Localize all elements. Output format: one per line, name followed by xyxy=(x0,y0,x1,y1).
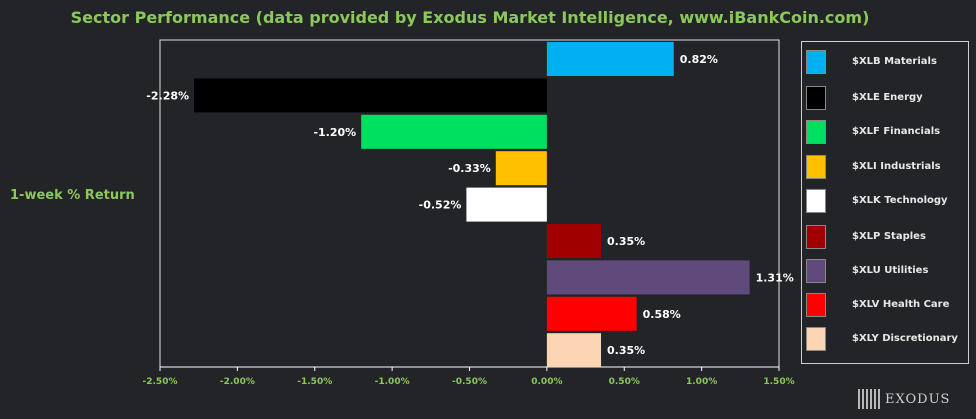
x-tick-label: -1.00% xyxy=(375,377,410,387)
legend-label: $XLY Discretionary xyxy=(852,333,958,344)
data-label: 0.35% xyxy=(607,344,645,357)
legend-label: $XLU Utilities xyxy=(852,265,929,276)
x-tick-label: -2.50% xyxy=(143,377,178,387)
x-tick-label: 1.50% xyxy=(763,377,794,387)
bar-chart: 0.82% -2.28% -1.20% -0.33% -0.52% 0.35% 1.31% 0… xyxy=(143,39,795,387)
logo-text: EXODUS xyxy=(885,391,951,407)
legend-label: $XLV Health Care xyxy=(852,299,950,310)
exodus-logo: EXODUS xyxy=(858,388,950,410)
legend-swatch xyxy=(806,259,826,283)
x-tick-label: 0.50% xyxy=(609,377,640,387)
y-axis-label: 1-week % Return xyxy=(10,188,135,203)
legend-label: $XLB Materials xyxy=(852,56,937,67)
legend-label: $XLE Energy xyxy=(852,92,923,103)
legend-swatch xyxy=(806,327,826,351)
bar-xli-industrials xyxy=(495,151,547,186)
x-tick-label: -0.50% xyxy=(452,377,487,387)
legend-swatch xyxy=(806,120,826,144)
legend-label: $XLI Industrials xyxy=(852,161,941,172)
x-tick-label: -1.50% xyxy=(297,377,332,387)
data-label: -0.52% xyxy=(419,199,462,212)
data-label: 1.31% xyxy=(756,271,794,284)
legend-label: $XLK Technology xyxy=(852,195,948,206)
legend-swatch xyxy=(806,225,826,249)
bar-xlf-financials xyxy=(361,114,547,149)
data-label: 0.35% xyxy=(607,235,645,248)
bar-xlu-utilities xyxy=(546,260,750,295)
chart-title: Sector Performance (data provided by Exo… xyxy=(70,8,870,27)
legend-swatch xyxy=(806,50,826,74)
data-label: 0.58% xyxy=(643,308,681,321)
legend-swatch xyxy=(806,86,826,110)
logo-mark-icon xyxy=(858,389,880,409)
data-label: -0.33% xyxy=(448,162,491,175)
bar-xlk-technology xyxy=(466,187,547,222)
legend-swatch xyxy=(806,293,826,317)
data-label: 0.82% xyxy=(680,53,718,66)
bar-xle-energy xyxy=(194,78,547,113)
x-tick-label: -2.00% xyxy=(220,377,255,387)
bar-xlp-staples xyxy=(546,224,602,258)
data-label: -2.28% xyxy=(146,89,189,102)
data-label: -1.20% xyxy=(313,126,356,139)
x-tick-label: 1.00% xyxy=(686,377,717,387)
legend-label: $XLP Staples xyxy=(852,231,926,242)
bar-xly-discretionary xyxy=(546,333,602,368)
legend: $XLB Materials $XLE Energy $XLF Financials… xyxy=(801,41,969,364)
bar-xlv-health-care xyxy=(546,296,637,331)
x-tick-label: 0.00% xyxy=(531,377,562,387)
legend-label: $XLF Financials xyxy=(852,126,941,137)
bar-xlb-materials xyxy=(546,42,674,76)
legend-swatch xyxy=(806,189,826,213)
legend-swatch xyxy=(806,155,826,179)
